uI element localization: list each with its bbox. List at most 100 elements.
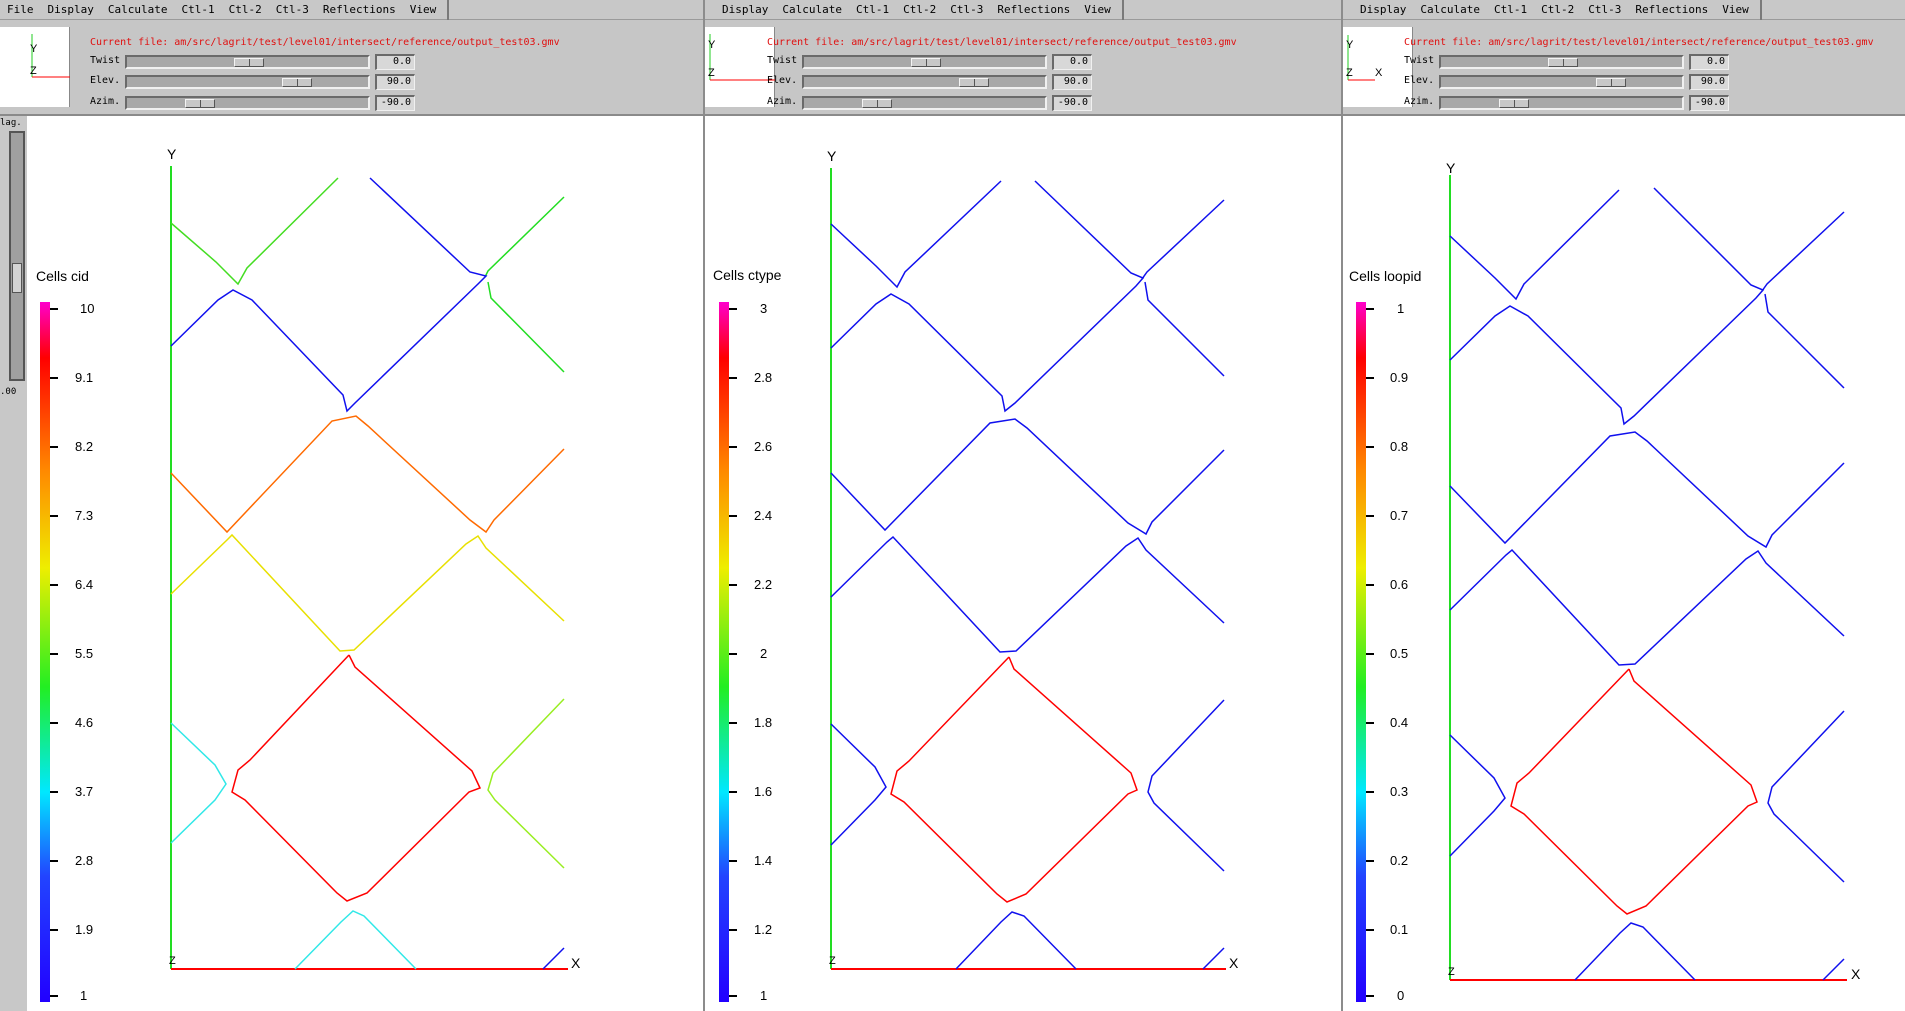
magnify-scrollbar[interactable]	[9, 131, 25, 381]
menu-reflections[interactable]: Reflections	[322, 3, 396, 16]
azim-slider[interactable]	[802, 96, 1047, 110]
twist-value-field[interactable]: 0.0	[1052, 54, 1092, 70]
azim-value-field[interactable]: -90.0	[1052, 95, 1092, 111]
twist-slider-thumb[interactable]	[234, 58, 264, 67]
twist-slider-thumb[interactable]	[1548, 58, 1578, 67]
azim-slider[interactable]	[125, 96, 370, 110]
menu-reflections[interactable]: Reflections	[997, 3, 1071, 16]
legend-tick	[1366, 929, 1374, 931]
legend-tick	[50, 308, 58, 310]
elev-value-field[interactable]: 90.0	[1052, 74, 1092, 90]
legend-tick-label: 0.9	[1390, 370, 1409, 385]
elev-label: Elev.	[90, 75, 121, 86]
menu-calculate[interactable]: Calculate	[107, 3, 168, 16]
colorbar-ctype	[719, 302, 729, 1002]
legend-tick-label: 0.2	[1390, 853, 1409, 868]
mesh-edge-blue	[1141, 199, 1225, 280]
elev-value-field[interactable]: 90.0	[375, 74, 415, 90]
twist-slider[interactable]	[802, 55, 1047, 69]
legend-tick	[729, 722, 737, 724]
twist-slider-row: Twist 0.0	[767, 53, 1097, 71]
twist-value-field[interactable]: 0.0	[375, 54, 415, 70]
legend-tick	[1366, 377, 1374, 379]
magnify-value: .00	[0, 387, 17, 397]
azim-value-field[interactable]: -90.0	[375, 95, 415, 111]
menu-display[interactable]: Display	[47, 3, 94, 16]
azim-slider-thumb[interactable]	[862, 99, 892, 108]
menu-file[interactable]: File	[7, 3, 34, 16]
legend-tick-label: 0.3	[1390, 784, 1409, 799]
magnify-scroll-handle[interactable]	[12, 263, 22, 293]
azim-slider-thumb[interactable]	[1499, 99, 1529, 108]
menu-ctl-1[interactable]: Ctl-1	[855, 3, 890, 16]
twist-slider[interactable]	[1439, 55, 1684, 69]
elev-slider[interactable]	[802, 75, 1047, 89]
menu-ctl-2[interactable]: Ctl-2	[228, 3, 262, 16]
mesh-edge-blue	[1449, 187, 1765, 426]
legend-tick-label: 1.6	[754, 784, 773, 799]
menu-view[interactable]: View	[1084, 3, 1111, 16]
legend-tick-label: 0	[1397, 988, 1405, 1003]
azim-slider-thumb[interactable]	[185, 99, 215, 108]
menu-view[interactable]: View	[1722, 3, 1749, 16]
azim-value-field[interactable]: -90.0	[1689, 95, 1729, 111]
mesh-edge-blue-2	[542, 947, 565, 970]
menu-ctl-2[interactable]: Ctl-2	[1541, 3, 1575, 16]
axis-orientation-thumbnail: Y Z X	[1343, 27, 1413, 107]
legend-tick-label: 3	[760, 301, 768, 316]
mesh-edge-blue	[830, 180, 1145, 413]
legend-tick	[1366, 860, 1374, 862]
azim-slider-row: Azim. -90.0	[767, 94, 1097, 112]
legend-title: Cells loopid	[1349, 268, 1422, 284]
menu-ctl-1[interactable]: Ctl-1	[181, 3, 215, 16]
twist-slider-thumb[interactable]	[911, 58, 941, 67]
legend-tick	[50, 929, 58, 931]
elev-slider-row: Elev. 90.0	[1404, 73, 1734, 91]
menu-ctl-3[interactable]: Ctl-3	[950, 3, 984, 16]
azim-slider[interactable]	[1439, 96, 1684, 110]
legend-tick-label: 2	[760, 646, 768, 661]
legend-tick-label: 5.5	[75, 646, 94, 661]
menu-calculate[interactable]: Calculate	[782, 3, 842, 16]
thumb-z-label: Z	[30, 65, 37, 77]
menu-ctl-1[interactable]: Ctl-1	[1493, 3, 1528, 16]
legend-title: Cells ctype	[713, 267, 782, 283]
viewer-panel-cid: File Display Calculate Ctl-1 Ctl-2 Ctl-3…	[0, 0, 703, 1011]
colorbar-loopid	[1356, 302, 1366, 1002]
mesh-edge-cyan-2	[294, 910, 417, 970]
menu-ctl-3[interactable]: Ctl-3	[1588, 3, 1622, 16]
menu-display[interactable]: Display	[722, 3, 769, 16]
mesh-edge-blue	[1767, 710, 1845, 883]
elev-slider-thumb[interactable]	[282, 78, 312, 87]
menu-reflections[interactable]: Reflections	[1635, 3, 1709, 16]
mesh-edge-red	[890, 656, 1138, 903]
elev-value-field[interactable]: 90.0	[1689, 74, 1729, 90]
elev-slider[interactable]	[125, 75, 370, 89]
axis-orientation-thumbnail: Y Z	[0, 27, 70, 107]
legend-tick-label: 8.2	[75, 439, 94, 454]
menu-display[interactable]: Display	[1360, 3, 1407, 16]
twist-slider[interactable]	[125, 55, 370, 69]
legend-tick	[1366, 653, 1374, 655]
menu-ctl-3[interactable]: Ctl-3	[275, 3, 309, 16]
viewer-panel-ctype: Display Calculate Ctl-1 Ctl-2 Ctl-3 Refl…	[703, 0, 1341, 1011]
legend-tick-label: 7.3	[75, 508, 94, 523]
legend-tick	[1366, 791, 1374, 793]
menu-calculate[interactable]: Calculate	[1420, 3, 1480, 16]
menu-view[interactable]: View	[409, 3, 437, 16]
legend-tick	[729, 860, 737, 862]
twist-label: Twist	[90, 55, 121, 66]
twist-label: Twist	[767, 55, 798, 66]
elev-slider-thumb[interactable]	[959, 78, 989, 87]
mesh-edge-blue-1	[170, 177, 488, 413]
axis-orientation-thumbnail: Y Z	[705, 27, 775, 107]
current-file-label: Current file: am/src/lagrit/test/level01…	[90, 37, 560, 48]
elev-slider-thumb[interactable]	[1596, 78, 1626, 87]
menu-ctl-2[interactable]: Ctl-2	[903, 3, 937, 16]
twist-value-field[interactable]: 0.0	[1689, 54, 1729, 70]
elev-slider[interactable]	[1439, 75, 1684, 89]
mesh-edge-orange-1	[170, 415, 565, 534]
menu-bar: File Display Calculate Ctl-1 Ctl-2 Ctl-3…	[0, 0, 703, 20]
menu-bar: Display Calculate Ctl-1 Ctl-2 Ctl-3 Refl…	[705, 0, 1341, 20]
legend-tick	[50, 722, 58, 724]
